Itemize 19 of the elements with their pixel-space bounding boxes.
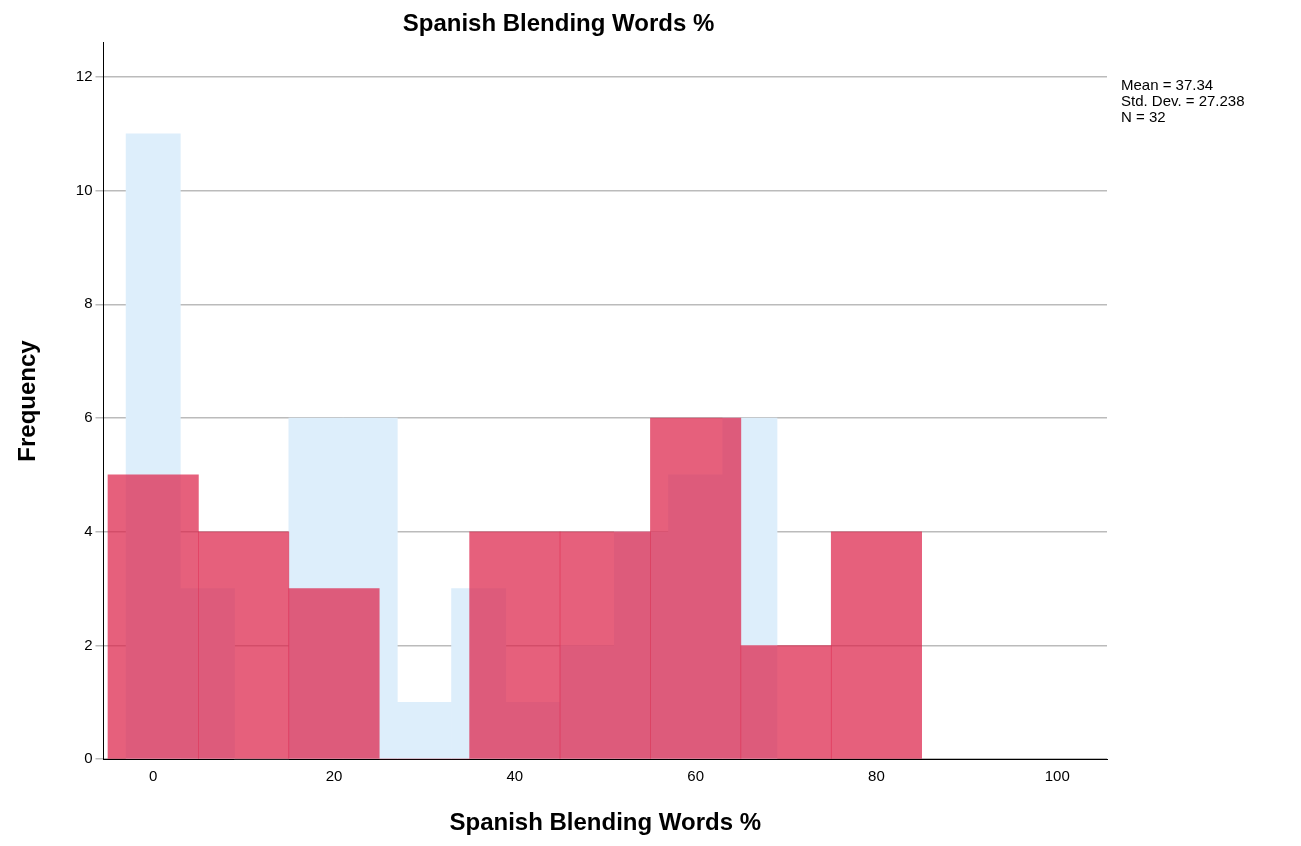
x-tick-label: 40: [506, 767, 524, 785]
y-tick-label: 0: [84, 749, 93, 767]
x-tick-label: 20: [325, 767, 343, 785]
x-tick-label: 80: [868, 767, 885, 785]
y-axis-title: Frequency: [13, 339, 41, 462]
x-tick-label: 60: [687, 767, 704, 785]
y-tick-label: 10: [75, 180, 93, 198]
text: N = 32: [1121, 108, 1166, 126]
y-tick-label: 4: [84, 521, 93, 539]
text: Std. Dev. = 27.238: [1121, 92, 1245, 110]
y-tick-label: 12: [75, 67, 93, 85]
y-tick-label: 2: [84, 635, 93, 653]
y-tick-label: 6: [84, 408, 93, 426]
chart-title: Spanish Blending Words %: [402, 9, 715, 37]
x-tick-label: 100: [1044, 767, 1070, 785]
x-axis-title: Spanish Blending Words %: [449, 808, 762, 836]
x-tick-label: 0: [149, 767, 158, 785]
text: Mean = 37.34: [1121, 76, 1214, 94]
y-tick-label: 8: [84, 294, 93, 312]
